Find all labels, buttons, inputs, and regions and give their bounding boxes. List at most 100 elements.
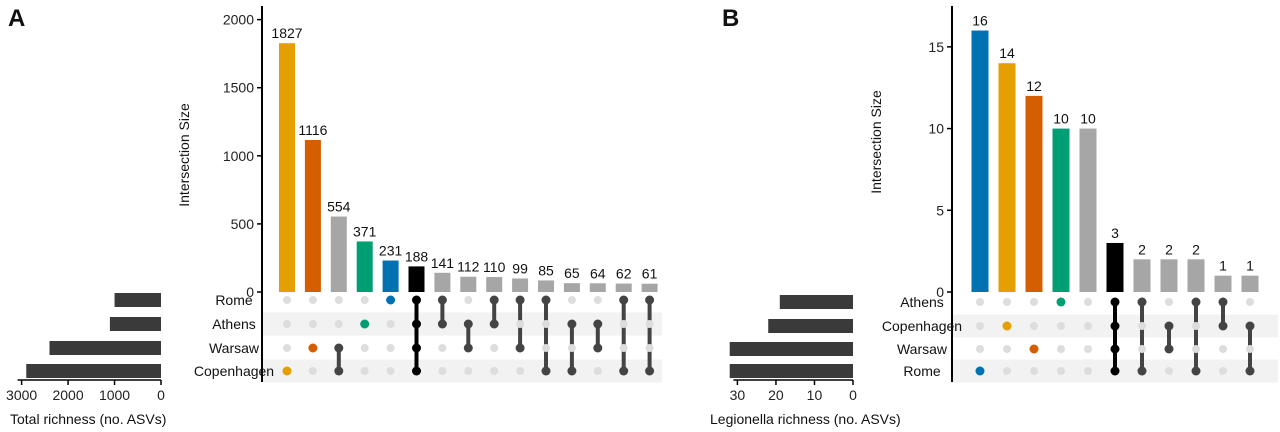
panel-a-matrix-dot-inactive [386,344,395,352]
panel-a-set-size-tick-label: 2000 [52,387,83,403]
panel-a-matrix-dot-active [360,319,370,329]
panel-a-set-size-tick-label: 3000 [6,387,37,403]
panel-a-set-label: Warsaw [209,340,260,356]
panel-a-matrix-dot-inactive [490,367,499,375]
panel-a-matrix-dot-active [334,343,344,353]
panel-a-bar-value-label: 141 [431,255,455,271]
panel-a-set-label: Athens [212,316,256,332]
panel-a-set-size-bar [26,364,162,378]
panel-a-matrix-dot-inactive [386,320,395,328]
panel-a-matrix-dot-active [463,343,473,353]
panel-a-y-tick-label: 500 [231,216,255,232]
panel-a-set-label: Rome [215,292,253,308]
panel-a-bar [460,276,477,292]
panel-a-y-tick-label: 1000 [223,148,254,164]
panel-b-matrix-dot-inactive [976,298,984,306]
panel-b-y-tick-label: 5 [936,202,944,218]
panel-b-bar-value-label: 10 [1080,111,1096,127]
panel-a-matrix-dot-active [567,319,577,329]
panel-a-bar-value-label: 85 [538,262,554,278]
panel-a-matrix-dot-inactive [334,296,343,304]
panel-a-bar [330,216,347,292]
panel-a-matrix-dot-active [515,343,525,353]
panel-a-matrix-dot-inactive [360,344,369,352]
panel-a-matrix-dot-active [412,343,421,353]
panel-a-y-tick-label: 0 [246,284,254,300]
panel-a-bar-value-label: 65 [564,265,580,281]
panel-a-bar [538,280,554,292]
panel-b-set-size-tick-label: 20 [768,387,784,403]
panel-b-matrix-dot-active [1137,366,1147,376]
panel-a-bar [486,277,503,292]
panel-b-matrix-dot-active [1191,366,1201,376]
panel-a-matrix-dot-active [489,295,499,305]
panel-a-matrix-dot-inactive [438,367,447,375]
panel-b-matrix-dot-inactive [1003,367,1011,375]
panel-b-set-label: Copenhagen [882,318,962,334]
panel-b-bar [1187,259,1205,292]
panel-a-matrix-dot-inactive [645,320,654,328]
panel-a-matrix-dot-inactive [283,296,291,304]
panel-b-matrix-dot-inactive [1246,298,1254,306]
panel-a-bar-value-label: 371 [353,223,377,239]
panel-b-matrix-dot-inactive [1057,322,1065,330]
panel-b-matrix-dot-inactive [1030,322,1038,330]
panel-b-set-size-bar [729,342,853,356]
panel-b-matrix-dot-active [1191,297,1201,307]
panel-b-bar [1106,242,1124,292]
panel-b-matrix-dot-active [1218,297,1228,307]
panel-a-matrix-dot-active [619,295,629,305]
panel-b-matrix-dot-active [1110,366,1120,376]
panel-b-bar-value-label: 1 [1246,258,1254,274]
panel-a-bar-value-label: 188 [405,248,429,264]
panel-a-bar-value-label: 1827 [271,25,302,41]
panel-a-row-band [262,312,662,336]
panel-b-set-size-bar [729,364,853,378]
panel-a-matrix-dot-inactive [283,320,291,328]
panel-b-bar [971,30,989,293]
panel-a-bar-value-label: 110 [483,259,506,275]
panel-a-y-axis-title: Intersection Size [176,103,192,207]
panel-a-set-size-tick-label: 0 [157,387,165,403]
panel-a-matrix-dot-active [567,366,577,376]
panel-b-y-tick-label: 15 [928,39,944,55]
panel-b-matrix-dot-inactive [1084,345,1092,353]
panel-a-matrix-dot-active [437,319,447,329]
panel-a-matrix-dot-inactive [464,367,473,375]
panel-a-bar [563,283,580,292]
panel-b-set-label: Athens [900,294,944,310]
panel-a-row-band [262,359,662,383]
panel-b-bar-value-label: 1 [1219,258,1227,274]
panel-b-matrix-dot-active [975,366,985,376]
panel-a-matrix-dot-active [593,343,603,353]
panel-a-matrix-dot-active [463,319,473,329]
panel-a-set-size-axis-title: Total richness (no. ASVs) [10,411,166,427]
panel-b-matrix-dot-inactive [1219,367,1227,375]
panel-b-bar-value-label: 14 [999,45,1015,61]
panel-a-matrix-dot-active [541,366,551,376]
panel-a-matrix-dot-inactive [464,296,473,304]
panel-a-set-size-bar [114,293,161,307]
panel-a-matrix-dot-inactive [593,367,602,375]
panel-a-bar [279,43,295,293]
panel-b-matrix-dot-inactive [1192,345,1200,353]
panel-a-bar [382,260,399,292]
panel-b-bar [998,63,1016,293]
panel-a-bar [615,283,632,292]
panel-a-matrix-dot-active [412,295,421,305]
panel-a-matrix-dot-active [437,295,447,305]
panel-b-set-label: Warsaw [897,341,948,357]
panel-b-matrix-dot-inactive [1246,345,1254,353]
panel-b-bar-value-label: 2 [1138,241,1146,257]
panel-b-bar [1214,275,1232,292]
panel-a-bar-value-label: 554 [327,199,351,215]
panel-a-y-tick-label: 2000 [223,12,254,28]
panel-a-matrix-dot-inactive [386,367,395,375]
panel-a-matrix-dot-inactive [308,296,317,304]
panel-b-matrix-dot-inactive [976,322,984,330]
panel-b-y-tick-label: 0 [936,284,944,300]
panel-a-matrix-dot-inactive [283,344,291,352]
panel-a-matrix-dot-active [412,366,421,376]
panel-a-matrix-dot-inactive [308,320,317,328]
